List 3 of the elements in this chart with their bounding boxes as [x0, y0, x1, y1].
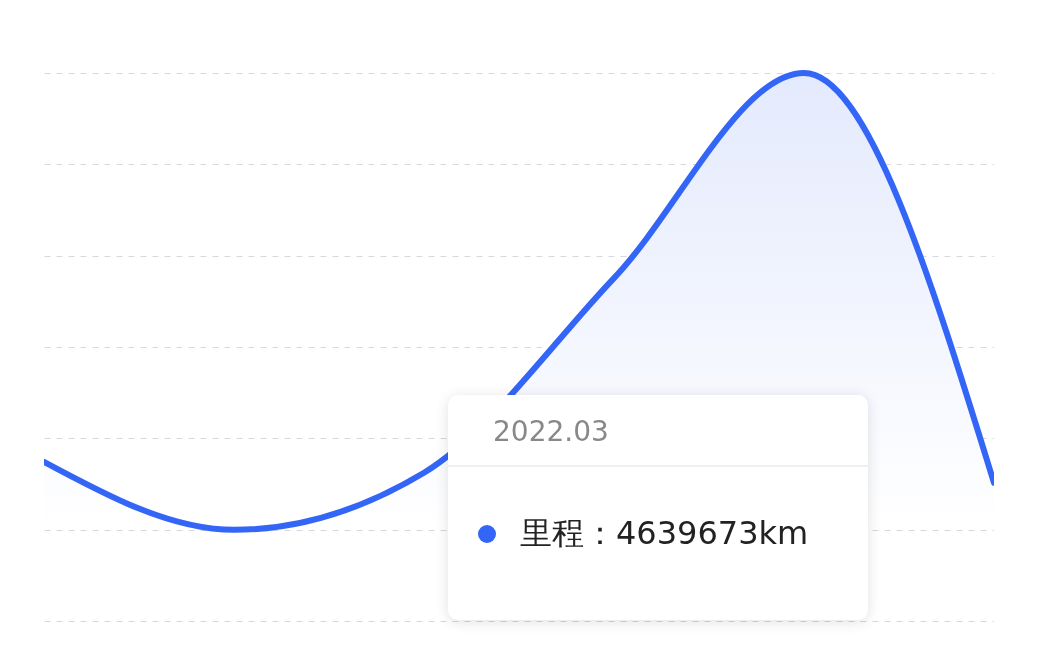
- tooltip-panel: 2022.03 里程：4639673km: [448, 395, 868, 620]
- annotation: 里程：4639673km: [520, 512, 809, 554]
- annotation: 2022.03: [492, 414, 610, 450]
